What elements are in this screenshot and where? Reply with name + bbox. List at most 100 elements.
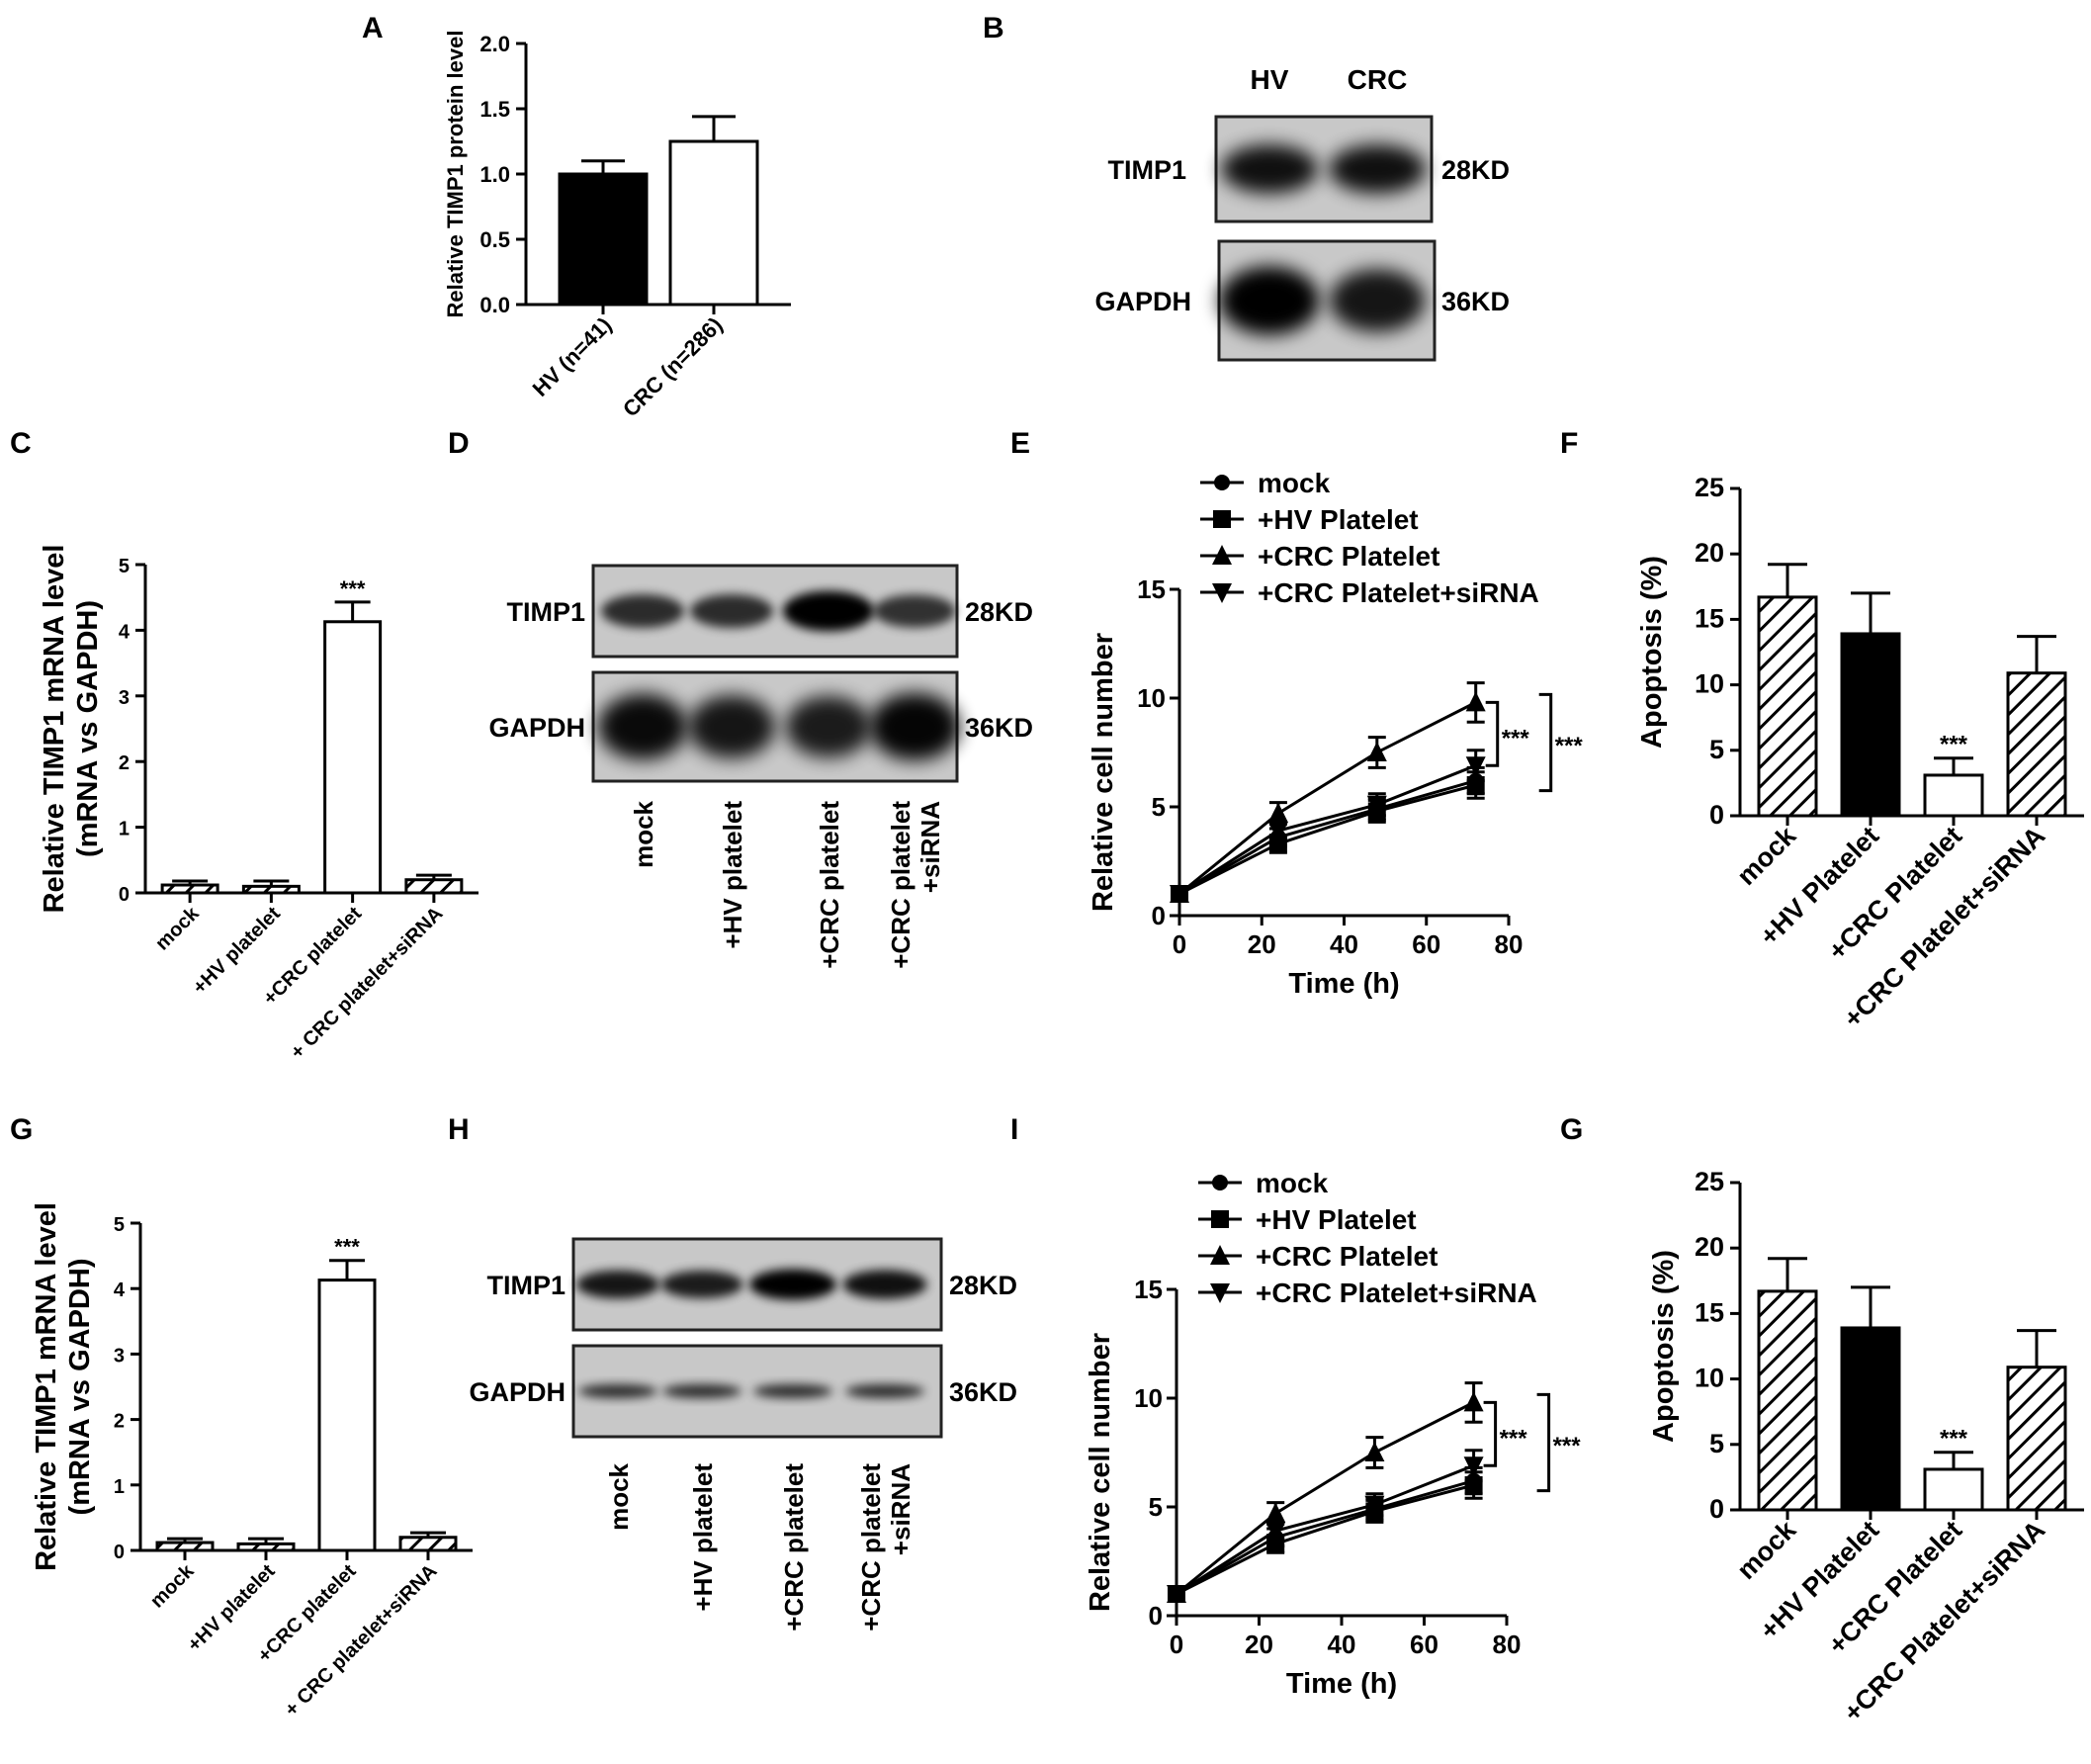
y-tick-label: 5	[1709, 735, 1724, 764]
y-tick-label: 10	[1695, 1364, 1724, 1393]
blot-size-label: 36KD	[1441, 287, 1510, 316]
x-axis-label: Time (h)	[1288, 968, 1399, 1000]
y-tick-label: 2.0	[479, 32, 510, 56]
legend-label: +CRC Platelet	[1256, 1241, 1438, 1272]
y-axis-label: Relative cell number	[1088, 633, 1119, 912]
bar	[404, 878, 464, 895]
y-tick-label: 1.5	[479, 97, 510, 122]
significance-bracket	[1538, 692, 1553, 793]
significance-label: ***	[334, 1235, 360, 1260]
y-axis-label: Relative TIMP1 mRNA level	[39, 545, 70, 914]
blot-band	[1329, 144, 1426, 194]
blot-band	[597, 693, 688, 760]
blot-band	[785, 695, 872, 758]
panel-label-b: B	[983, 12, 1004, 44]
marker-triangle-up	[1463, 1391, 1484, 1412]
blot-lane-label: mock	[604, 1462, 634, 1530]
marker-triangle-down	[1465, 756, 1486, 777]
legend-label: mock	[1256, 1168, 1329, 1198]
significance-bracket	[1485, 700, 1500, 767]
y-axis-label-line2: (mRNA vs GAPDH)	[72, 600, 104, 857]
blot-band	[687, 695, 776, 758]
marker-triangle-down	[1265, 1522, 1286, 1543]
x-axis-label: Time (h)	[1286, 1668, 1397, 1700]
x-category-label: mock	[151, 902, 204, 954]
y-tick-label: 15	[1695, 603, 1724, 633]
x-tick-label: 0	[1170, 1630, 1183, 1659]
marker-triangle-up	[1366, 742, 1387, 761]
significance-label: ***	[340, 576, 366, 601]
bar	[241, 884, 301, 895]
blot-band	[578, 1384, 657, 1398]
marker-triangle-down	[1364, 1495, 1385, 1516]
y-tick-label: 25	[1695, 473, 1724, 502]
blot-lane-label: +HV platelet	[718, 801, 747, 949]
y-tick-label: 5	[1152, 792, 1166, 822]
marker-circle	[1212, 1175, 1228, 1191]
bar	[1757, 595, 1818, 818]
panel-label-c: C	[10, 427, 32, 460]
significance-label: ***	[1500, 1425, 1528, 1452]
y-tick-label: 0.5	[479, 227, 510, 252]
y-tick-label: 10	[1134, 1383, 1163, 1413]
blot-band	[842, 1270, 927, 1299]
marker-triangle-down	[1210, 1283, 1230, 1303]
bar-chart-g: 0 1 2 3 4 5 Relative TIMP1 mRNA level (mRNA vs …	[31, 1202, 473, 1721]
y-tick-label: 2	[114, 1411, 125, 1433]
blot-band	[873, 594, 956, 628]
x-category-label: mock	[1731, 1514, 1802, 1585]
y-tick-label: 15	[1134, 1275, 1163, 1304]
series-line	[1176, 1479, 1475, 1596]
y-tick-label: 20	[1695, 1232, 1724, 1262]
marker-triangle-up	[1364, 1442, 1385, 1461]
significance-label: ***	[1940, 732, 1968, 758]
significance-label: ***	[1502, 725, 1530, 751]
y-tick-label: 0	[1152, 901, 1166, 930]
x-tick-label: 60	[1412, 929, 1440, 959]
y-tick-label: 25	[1695, 1167, 1724, 1196]
legend-label: +CRC Platelet+siRNA	[1258, 577, 1539, 608]
bar	[236, 1542, 296, 1552]
x-tick-label: 20	[1245, 1630, 1273, 1659]
bar	[2006, 1366, 2067, 1512]
y-tick-label: 15	[1695, 1297, 1724, 1327]
series-line	[1178, 701, 1477, 896]
blot-band	[753, 1384, 832, 1398]
blot-band	[601, 594, 684, 628]
line-chart-e: 0 5 10 15 0 20 40 60 80 Relative cell number Time …	[1088, 468, 1583, 1000]
marker-triangle-up	[1465, 691, 1486, 712]
bar	[2006, 671, 2067, 818]
panel-label-d: D	[448, 427, 470, 460]
blot-lane-label: +CRC platelet	[856, 1463, 886, 1632]
blot-size-label: 36KD	[965, 713, 1033, 743]
blot-band	[869, 692, 960, 761]
bar	[317, 1279, 377, 1552]
significance-bracket	[1483, 1400, 1498, 1467]
x-category-label: CRC (n=286)	[618, 312, 728, 422]
bar	[668, 139, 759, 307]
y-tick-label: 1	[114, 1476, 125, 1498]
y-tick-label: 0	[114, 1542, 125, 1563]
marker-triangle-up	[1212, 545, 1232, 565]
significance-label: ***	[1940, 1426, 1968, 1453]
blot-size-label: 28KD	[1441, 155, 1510, 185]
blot-band	[845, 1384, 924, 1398]
x-tick-label: 40	[1330, 929, 1358, 959]
panel-label-f: F	[1560, 427, 1579, 460]
legend-label: +HV Platelet	[1258, 504, 1419, 535]
y-tick-label: 5	[1709, 1429, 1724, 1458]
line-chart-i: 0 5 10 15 0 20 40 60 80 Relative cell number Time …	[1085, 1168, 1581, 1700]
bar	[1757, 1289, 1818, 1512]
blot-size-label: 36KD	[949, 1377, 1017, 1407]
legend-label: +HV Platelet	[1256, 1204, 1417, 1235]
panel-label-i: I	[1010, 1113, 1019, 1146]
blot-band	[662, 1384, 741, 1398]
x-category-label: mock	[1731, 820, 1802, 891]
bar	[1923, 1467, 1984, 1512]
blot-lane-label: +siRNA	[886, 1463, 915, 1555]
y-tick-label: 0	[1149, 1601, 1163, 1631]
blot-row-label: GAPDH	[488, 713, 585, 743]
y-tick-label: 4	[114, 1279, 126, 1301]
